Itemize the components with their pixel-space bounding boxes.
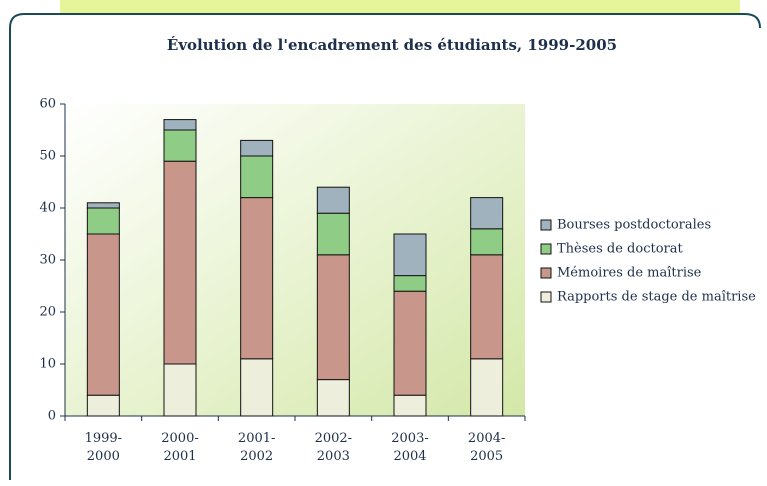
bar-segment: [316, 186, 350, 214]
bar-segment: [393, 233, 427, 277]
bar-segment: [240, 139, 274, 157]
header-strip: [60, 0, 740, 14]
bar-segment: [163, 363, 197, 417]
y-tick-label: 60: [39, 97, 56, 112]
bar-segment: [240, 358, 274, 417]
y-tick-label: 50: [39, 149, 56, 164]
chart-title: Évolution de l'encadrement des étudiants…: [167, 36, 617, 54]
legend-swatch: [540, 243, 552, 255]
y-tick-label: 10: [39, 357, 56, 372]
bar-segment: [86, 207, 120, 235]
bar-segment: [86, 233, 120, 396]
x-tick-label: 2003-2004: [391, 431, 428, 464]
x-tick-label: 2004-2005: [468, 431, 505, 464]
bar-segment: [316, 254, 350, 381]
bar-segment: [470, 254, 504, 360]
legend-swatch: [540, 267, 552, 279]
bar-segment: [86, 394, 120, 417]
legend-label: Thèses de doctorat: [557, 242, 683, 257]
bar-segment: [470, 358, 504, 417]
panel-border: [9, 13, 761, 480]
x-tick-label: 1999-2000: [85, 431, 122, 464]
bar-segment: [316, 379, 350, 417]
y-tick-label: 0: [48, 409, 56, 424]
plot-area: [65, 104, 525, 416]
x-tick-label: 2001-2002: [238, 431, 275, 464]
y-tick-label: 40: [39, 201, 56, 216]
bar-segment: [240, 155, 274, 199]
bar-segment: [393, 290, 427, 396]
legend-label: Bourses postdoctorales: [557, 218, 711, 233]
bar-segment: [86, 202, 120, 209]
bar-segment: [240, 197, 274, 360]
legend-swatch: [540, 291, 552, 303]
legend-label: Rapports de stage de maîtrise: [557, 290, 756, 305]
x-tick-label: 2000-2001: [161, 431, 198, 464]
bar-segment: [393, 275, 427, 292]
bar-segment: [316, 212, 350, 256]
y-tick-label: 30: [39, 253, 56, 268]
bar-segment: [393, 394, 427, 417]
bar-segment: [470, 228, 504, 256]
legend-swatch: [540, 219, 552, 231]
x-tick-label: 2002-2003: [315, 431, 352, 464]
legend-label: Mémoires de maîtrise: [557, 266, 702, 281]
bar-segment: [163, 129, 197, 162]
bar-segment: [470, 197, 504, 230]
y-tick-label: 20: [39, 305, 56, 320]
bar-segment: [163, 119, 197, 131]
bar-segment: [163, 160, 197, 365]
